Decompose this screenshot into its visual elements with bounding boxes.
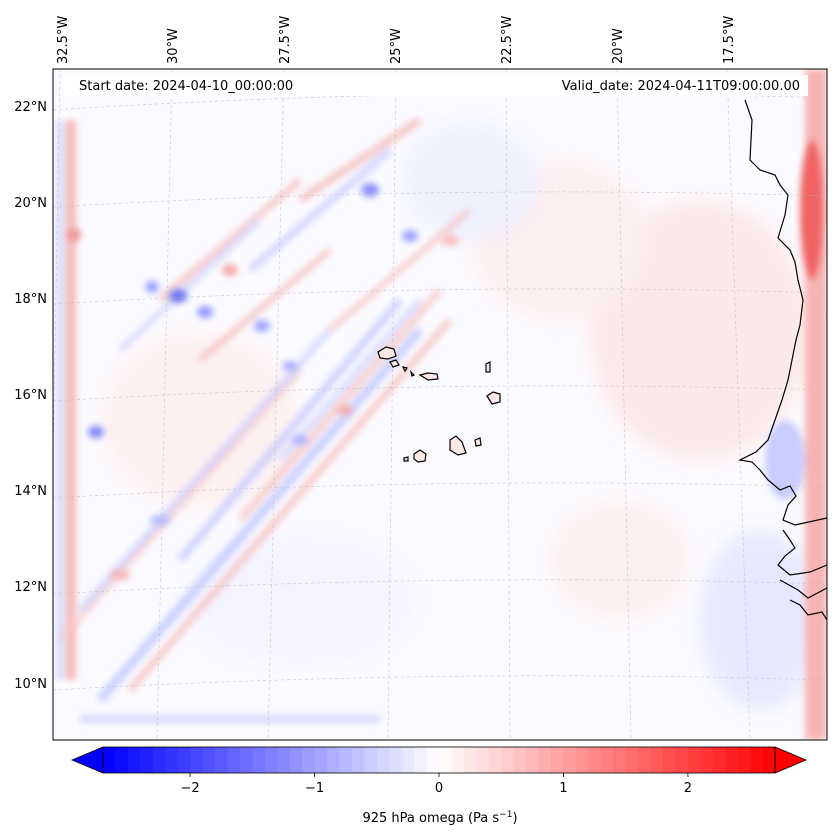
colorbar: −2 −1 0 1 2 925 hPa omega (Pa s−1) <box>70 746 808 826</box>
colorbar-step <box>177 747 191 773</box>
colorbar-step <box>302 747 316 773</box>
colorbar-tick-label: −2 <box>181 781 200 796</box>
colorbar-step <box>289 747 303 773</box>
colorbar-step <box>551 747 565 773</box>
lat-label-16n: 16°N <box>14 388 47 403</box>
graticule <box>53 69 827 740</box>
coastline <box>738 99 827 621</box>
lon-label-25w: 25°W <box>389 28 404 64</box>
colorbar-step <box>488 747 502 773</box>
colorbar-tick-label: 0 <box>435 781 443 796</box>
latitude-labels: 22°N 20°N 18°N 16°N 14°N 12°N 10°N <box>14 100 47 692</box>
lon-label-22-5w: 22.5°W <box>500 16 515 64</box>
colorbar-step <box>103 747 117 773</box>
colorbar-label: 925 hPa omega (Pa s−1) <box>362 810 517 826</box>
lon-label-17-5w: 17.5°W <box>722 16 737 64</box>
colorbar-step <box>563 747 577 773</box>
colorbar-step <box>215 747 229 773</box>
map-frame <box>52 68 828 741</box>
valid-date-label: Valid_date: 2024-04-11T09:00:00.00 <box>562 79 800 94</box>
colorbar-step <box>227 747 241 773</box>
lon-label-27-5w: 27.5°W <box>278 16 293 64</box>
lon-label-20w: 20°W <box>611 28 626 64</box>
colorbar-step <box>165 747 179 773</box>
colorbar-step <box>314 747 328 773</box>
colorbar-step <box>663 747 677 773</box>
colorbar-step <box>712 747 726 773</box>
colorbar-step <box>401 747 415 773</box>
colorbar-step <box>127 747 141 773</box>
colorbar-step <box>737 747 751 773</box>
colorbar-max-extension <box>774 746 808 774</box>
colorbar-step <box>600 747 614 773</box>
colorbar-step <box>376 747 390 773</box>
colorbar-step <box>351 747 365 773</box>
cape-verde-islands <box>377 346 501 463</box>
colorbar-tick-label: −1 <box>305 781 324 796</box>
colorbar-step <box>364 747 378 773</box>
lat-label-12n: 12°N <box>14 580 47 595</box>
colorbar-step <box>140 747 154 773</box>
colorbar-ticks: −2 −1 0 1 2 <box>181 773 692 796</box>
lat-label-10n: 10°N <box>14 677 47 692</box>
lon-label-32-5w: 32.5°W <box>56 16 71 64</box>
colorbar-step <box>264 747 278 773</box>
colorbar-step <box>451 747 465 773</box>
colorbar-step <box>339 747 353 773</box>
colorbar-step <box>152 747 166 773</box>
colorbar-step <box>426 747 440 773</box>
colorbar-step <box>675 747 689 773</box>
colorbar-step <box>463 747 477 773</box>
colorbar-min-extension <box>70 746 104 774</box>
colorbar-step <box>327 747 341 773</box>
colorbar-step <box>650 747 664 773</box>
colorbar-step <box>239 747 253 773</box>
colorbar-step <box>202 747 216 773</box>
header-band <box>63 75 808 96</box>
colorbar-step <box>252 747 266 773</box>
colorbar-step <box>700 747 714 773</box>
lat-label-14n: 14°N <box>14 484 47 499</box>
colorbar-step <box>762 747 776 773</box>
colorbar-step <box>439 747 453 773</box>
colorbar-step <box>414 747 428 773</box>
colorbar-step <box>277 747 291 773</box>
colorbar-step <box>190 747 204 773</box>
colorbar-step <box>476 747 490 773</box>
colorbar-step <box>538 747 552 773</box>
lat-label-20n: 20°N <box>14 196 47 211</box>
colorbar-step <box>526 747 540 773</box>
lat-label-22n: 22°N <box>14 100 47 115</box>
colorbar-step <box>588 747 602 773</box>
longitude-labels: 32.5°W 30°W 27.5°W 25°W 22.5°W 20°W 17.5… <box>56 16 737 64</box>
colorbar-step <box>501 747 515 773</box>
colorbar-step <box>687 747 701 773</box>
start-date-label: Start date: 2024-04-10_00:00:00 <box>79 79 293 94</box>
colorbar-step <box>638 747 652 773</box>
colorbar-step <box>725 747 739 773</box>
colorbar-step <box>389 747 403 773</box>
colorbar-step <box>613 747 627 773</box>
colorbar-step <box>115 747 129 773</box>
colorbar-step <box>575 747 589 773</box>
colorbar-step <box>513 747 527 773</box>
lon-label-30w: 30°W <box>166 28 181 64</box>
colorbar-tick-label: 1 <box>559 781 567 796</box>
colorbar-steps <box>103 747 776 773</box>
lat-label-18n: 18°N <box>14 292 47 307</box>
colorbar-step <box>625 747 639 773</box>
omega-field <box>56 69 827 740</box>
colorbar-step <box>750 747 764 773</box>
colorbar-tick-label: 2 <box>684 781 692 796</box>
